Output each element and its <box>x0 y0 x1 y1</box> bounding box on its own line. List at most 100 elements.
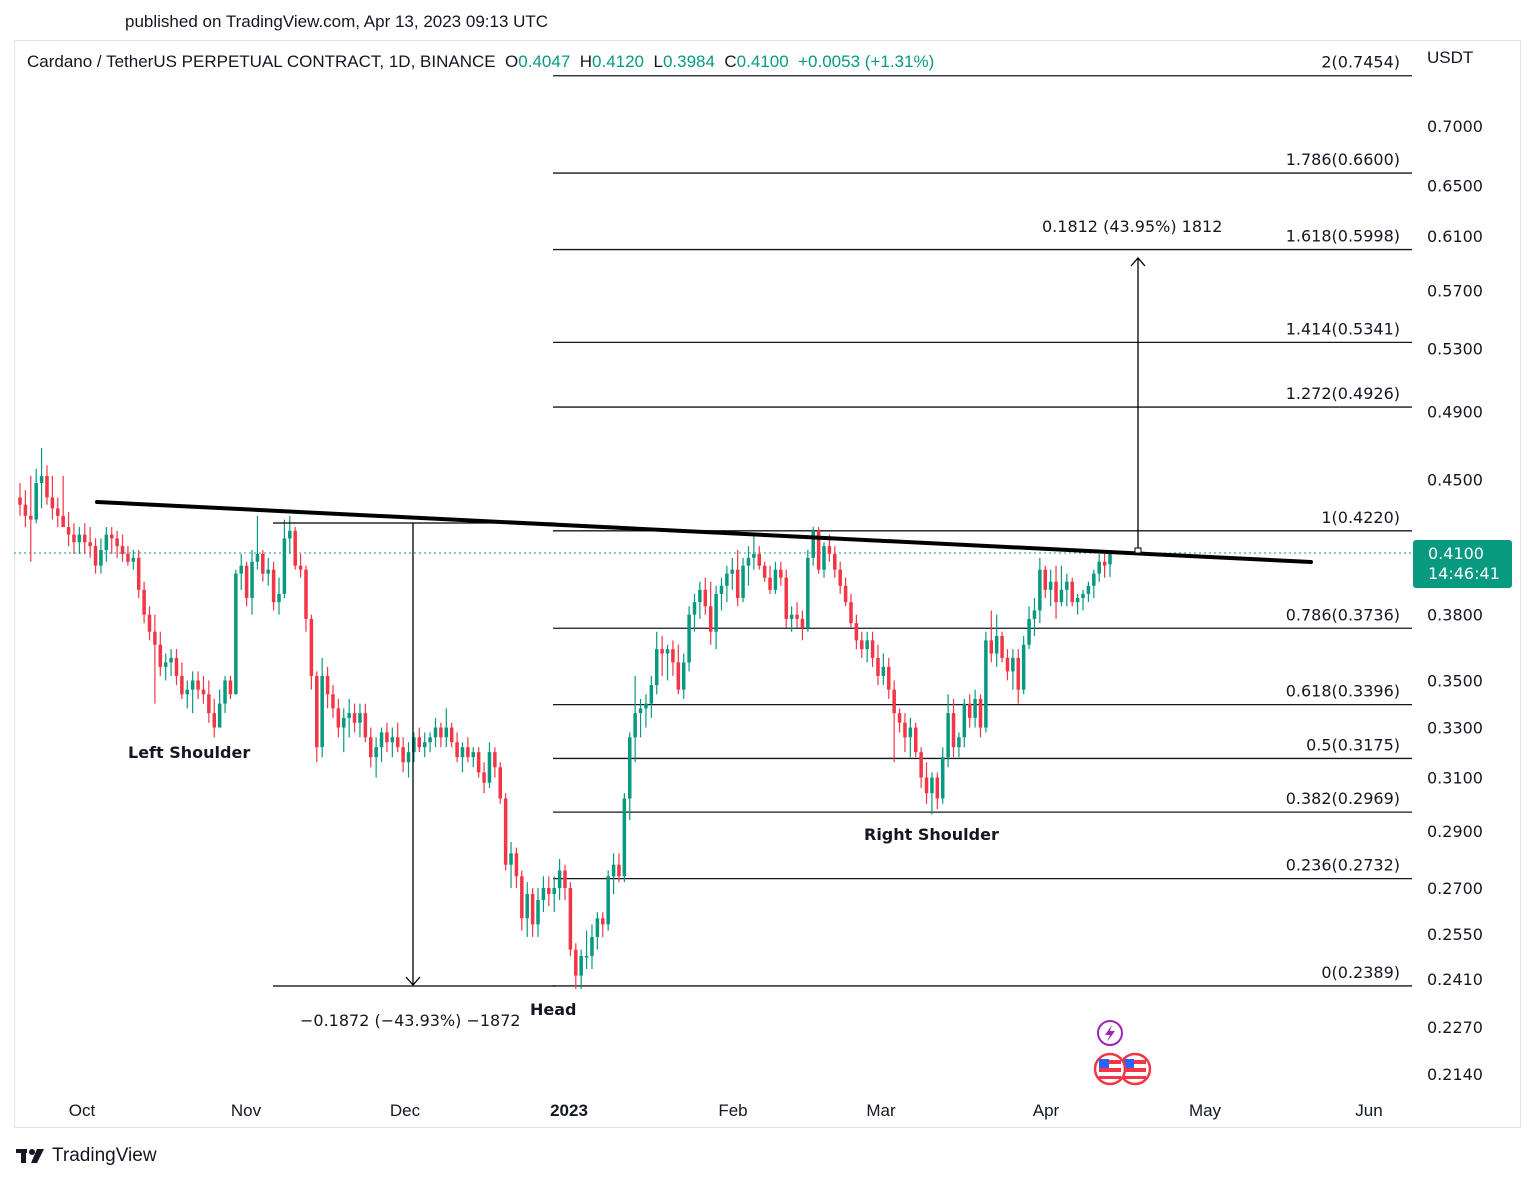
drawings[interactable] <box>95 257 1313 987</box>
candle <box>687 606 691 672</box>
candle <box>422 732 427 758</box>
candle <box>773 561 778 594</box>
candle <box>109 527 114 554</box>
price-tick: 0.6100 <box>1427 227 1483 246</box>
price-tick: 0.3100 <box>1427 769 1483 788</box>
candles <box>18 448 1112 989</box>
candle <box>660 636 664 676</box>
candle <box>347 698 351 738</box>
candle <box>1102 550 1107 578</box>
candle <box>822 542 826 578</box>
candle <box>703 577 708 615</box>
price-axis[interactable]: 0.7000 0.6500 0.6100 0.5700 0.5300 0.4900 0.45… <box>1427 117 1483 1084</box>
candle <box>611 853 616 895</box>
neckline[interactable] <box>95 500 1313 564</box>
candle <box>1005 649 1010 681</box>
fib-level-label: 0.5(0.3175) <box>1306 735 1400 754</box>
time-tick: Apr <box>1033 1101 1060 1120</box>
tradingview-logo[interactable]: TradingView <box>16 1145 157 1167</box>
candle <box>741 557 745 603</box>
candle <box>234 569 238 695</box>
candle <box>368 727 373 768</box>
candle <box>428 732 432 753</box>
candle <box>784 569 788 628</box>
candle <box>606 870 610 931</box>
price-tick: 0.2700 <box>1427 879 1483 898</box>
candle <box>1075 593 1080 615</box>
candle <box>525 882 529 937</box>
candle <box>104 527 109 562</box>
candle <box>1054 565 1058 619</box>
candle <box>649 675 654 718</box>
candle <box>860 631 864 658</box>
candle <box>1092 569 1096 599</box>
candle <box>131 550 136 570</box>
fib-level-label: 0.236(0.2732) <box>1286 856 1400 875</box>
candle <box>460 742 465 773</box>
candle <box>503 793 508 871</box>
candle <box>676 644 681 695</box>
candle <box>935 772 940 810</box>
candle <box>77 527 82 554</box>
candle <box>892 680 896 763</box>
candle <box>1086 581 1091 603</box>
candle <box>1021 636 1026 695</box>
measure-anchor[interactable] <box>1134 547 1142 554</box>
candle <box>595 912 600 950</box>
candle <box>924 762 929 804</box>
candle <box>816 527 821 574</box>
candle <box>271 561 276 611</box>
candle <box>730 557 735 590</box>
time-tick: Nov <box>231 1101 262 1120</box>
candle <box>843 577 848 607</box>
candle <box>34 468 38 524</box>
candle <box>395 722 400 753</box>
candle <box>919 747 923 788</box>
fib-level-label: 0.382(0.2969) <box>1286 789 1400 808</box>
candle <box>541 876 546 913</box>
candle <box>876 644 880 686</box>
fib-level-label: 0(0.2389) <box>1321 963 1400 982</box>
time-axis[interactable]: Oct Nov Dec 2023 Feb Mar Apr May Jun <box>69 1101 1383 1120</box>
candle <box>18 482 22 516</box>
candle <box>1097 553 1101 582</box>
candle <box>881 653 886 686</box>
price-tick: 0.4900 <box>1427 402 1483 421</box>
fib-level-label: 2(0.7454) <box>1321 53 1400 72</box>
bar-countdown: 14:46:41 <box>1428 564 1500 583</box>
price-tick: 0.3500 <box>1427 671 1483 690</box>
candle <box>320 657 324 758</box>
time-tick: Dec <box>390 1101 421 1120</box>
fib-level-label: 1(0.4220) <box>1321 508 1400 527</box>
left-shoulder-label: Left Shoulder <box>128 743 250 762</box>
candle <box>331 685 335 718</box>
candle <box>779 561 783 586</box>
arrow-down-head-icon <box>405 976 421 986</box>
candle <box>725 565 729 603</box>
candle <box>1016 649 1021 704</box>
candle <box>449 722 454 748</box>
candle <box>568 882 573 957</box>
candle <box>984 631 988 733</box>
candle <box>223 675 227 714</box>
us-flag-event-icon[interactable] <box>1093 1052 1127 1086</box>
candle <box>180 662 184 699</box>
candle <box>962 698 967 748</box>
candle <box>989 610 994 663</box>
event-markers[interactable] <box>1093 1020 1152 1086</box>
candle <box>417 727 422 753</box>
candle <box>476 747 481 778</box>
time-tick: Feb <box>718 1101 747 1120</box>
price-tick: 0.3300 <box>1427 719 1483 738</box>
candle <box>1011 649 1015 690</box>
candle <box>228 675 233 699</box>
candle <box>584 930 589 970</box>
fib-extension-levels[interactable]: 2(0.7454) 1.786(0.6600) 1.618(0.5998) 1.414… <box>553 53 1412 987</box>
candle <box>708 581 713 645</box>
time-tick: 2023 <box>550 1101 588 1120</box>
candle <box>142 581 146 624</box>
candle <box>762 561 767 582</box>
candle <box>806 550 810 632</box>
candle <box>681 653 686 699</box>
